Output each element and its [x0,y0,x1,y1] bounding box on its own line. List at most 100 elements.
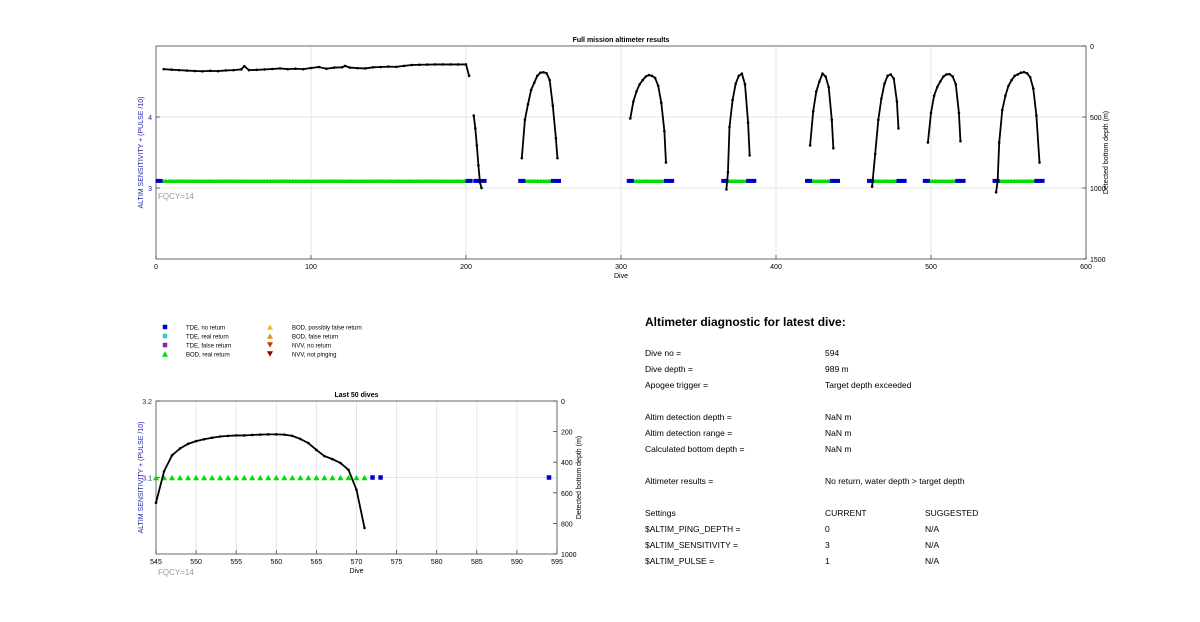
full-mission-tde-no-return-marker [958,178,963,183]
full-mission-tde-no-return-marker [557,178,561,183]
full-mission-depth-series-0-point [387,65,390,68]
altimeter-results-value: No return, water depth > target depth [825,476,965,486]
full-mission-tde-no-return-marker [553,178,558,183]
full-mission-fqcy-annotation: FQCY=14 [158,192,194,201]
settings-header: Settings [645,508,676,518]
detection-range-value: NaN m [825,428,852,438]
full-mission-tde-no-return-marker [482,178,487,183]
full-mission-depth-series-0-point [239,68,243,71]
full-mission-depth-series-5-point [818,80,821,83]
last-50-bod-real-return-marker [297,474,304,481]
legend-tde-no-return-marker [162,324,168,330]
last-50-bod-real-return-marker [321,474,328,481]
last-50-x-tick-label: 545 [150,559,162,566]
calculated-bottom-label: Calculated bottom depth = [645,444,745,454]
last-50-bod-real-return-marker [273,474,280,481]
legend-nvv-no-return-label: NVV, no return [292,344,331,350]
last-50-depth-series-point [194,439,198,443]
legend-tde-real-return-marker [162,333,168,339]
diagnostic-title: Altimeter diagnostic for latest dive: [645,315,846,329]
full-mission-depth-series-0-point [441,63,445,66]
full-mission-y-left-tick-label: 3 [148,186,152,193]
last-50-bod-real-return-marker [201,474,208,481]
sensitivity-label: $ALTIM_SENSITIVITY = [645,540,738,550]
full-mission-depth-series-0-point [177,68,181,72]
last-50-depth-series-point [202,437,206,441]
full-mission-depth-series-1-point [475,144,479,147]
full-mission-depth-series-4-point [728,125,731,129]
last-50-depth-series-point [323,454,326,458]
last-50-depth-series-point [154,501,158,505]
full-mission-depth-series-5-point [811,110,815,113]
full-mission-tde-no-return-marker [902,178,907,183]
full-mission-depth-series-0-point [193,69,197,73]
apogee-trigger-value: Target depth exceeded [825,380,912,390]
full-mission-depth-series-0-point [464,63,468,66]
full-mission-depth-series-2-point [539,71,542,74]
full-mission-y-right-tick-label: 500 [1090,115,1102,122]
full-mission-depth-series-7-point [951,75,954,78]
last-50-depth-series-point [234,434,238,437]
last-50-y-left-tick-label: 3.2 [142,399,152,406]
last-50-depth-series-point [283,433,286,436]
legend-bod-real-return-label: BOD, real return [186,353,230,359]
full-mission-depth-series-0-point [467,74,471,78]
last-50-y-right-axis-label: Detected bottom depth (m) [576,436,583,519]
last-50-bod-real-return-marker [169,474,176,481]
full-mission-depth-series-0-point [278,67,282,70]
full-mission-depth-series-8-point [1025,71,1029,75]
full-mission-tde-no-return-marker [1037,178,1042,183]
last-50-y-right-tick-label: 1000 [561,552,577,559]
full-mission-depth-series-4-point [743,83,747,86]
last-50-bod-real-return-marker [209,474,216,481]
full-mission-depth-series-2-point [523,118,527,122]
full-mission-x-tick-label: 500 [925,264,937,271]
last-50-title: Last 50 dives [335,392,379,399]
last-50-bod-real-return-marker [353,474,360,481]
full-mission-tde-no-return-marker [476,178,481,183]
last-50-bod-real-return-marker [185,474,192,481]
full-mission-depth-series-3-point [641,78,644,82]
last-50-x-tick-label: 565 [311,559,323,566]
full-mission-depth-series-7-line [927,73,962,143]
full-mission-depth-series-0-point [263,68,266,71]
full-mission-depth-series-2-point [542,70,545,74]
full-mission-tde-no-return-marker [749,178,754,183]
last-50-depth-series-point [355,488,358,492]
full-mission-depth-series-8-point [1032,87,1035,90]
detection-range-label: Altim detection range = [645,428,733,438]
full-mission-depth-series-6-line [871,73,900,187]
full-mission-depth-series-2-point [532,81,536,85]
last-50-y-right-tick-label: 400 [561,460,573,467]
full-mission-depth-series-3-point [653,76,657,80]
full-mission-depth-series-0-point [456,63,460,66]
full-mission-depth-series-3-point [638,83,641,86]
full-mission-tde-no-return-marker [922,178,927,183]
last-50-x-tick-label: 580 [431,559,443,566]
last-50-depth-series-point [186,442,190,446]
full-mission-tde-no-return-marker [896,178,901,183]
full-mission-depth-series-6-point [870,185,874,188]
last-50-x-tick-label: 560 [270,559,282,566]
full-mission-depth-series-8-point [1001,108,1004,112]
last-50-tde-no-return-marker [378,475,383,480]
full-mission-x-tick-label: 0 [154,264,158,271]
last-50-y-right-tick-label: 800 [561,521,573,528]
full-mission-depth-series-8-point [1019,71,1023,74]
full-mission-depth-series-0-point [286,67,290,71]
full-mission-depth-series-7-point [942,75,945,78]
full-mission-tde-no-return-marker [925,178,930,183]
legend-nvv-not-pinging-label: NVV, not pinging [292,353,336,359]
last-50-y-right-tick-label: 200 [561,430,573,437]
full-mission-tde-no-return-marker [992,178,997,183]
full-mission-depth-series-0-point [216,69,220,73]
full-mission-depth-series-3-point [635,90,638,93]
last-50-depth-series-line [155,433,366,529]
full-mission-depth-series-0-point [309,66,313,70]
full-mission-y-right-tick-label: 1500 [1090,257,1106,264]
full-mission-depth-series-2-point [545,71,548,75]
full-mission-depth-series-4-point [737,74,741,78]
full-mission-tde-no-return-marker [667,178,672,183]
full-mission-depth-series-2-point [526,102,530,106]
last-50-depth-series-point [266,433,270,436]
